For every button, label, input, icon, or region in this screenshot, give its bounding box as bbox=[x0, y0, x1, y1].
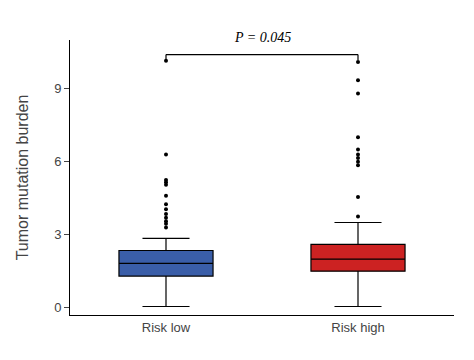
svg-text:9: 9 bbox=[54, 81, 61, 96]
svg-text:3: 3 bbox=[54, 227, 61, 242]
svg-text:6: 6 bbox=[54, 154, 61, 169]
svg-text:Risk high: Risk high bbox=[331, 320, 384, 335]
svg-text:P = 0.045: P = 0.045 bbox=[234, 30, 291, 45]
svg-text:0: 0 bbox=[54, 300, 61, 315]
svg-text:Risk low: Risk low bbox=[142, 320, 191, 335]
svg-text:Tumor mutation burden: Tumor mutation burden bbox=[14, 95, 31, 261]
